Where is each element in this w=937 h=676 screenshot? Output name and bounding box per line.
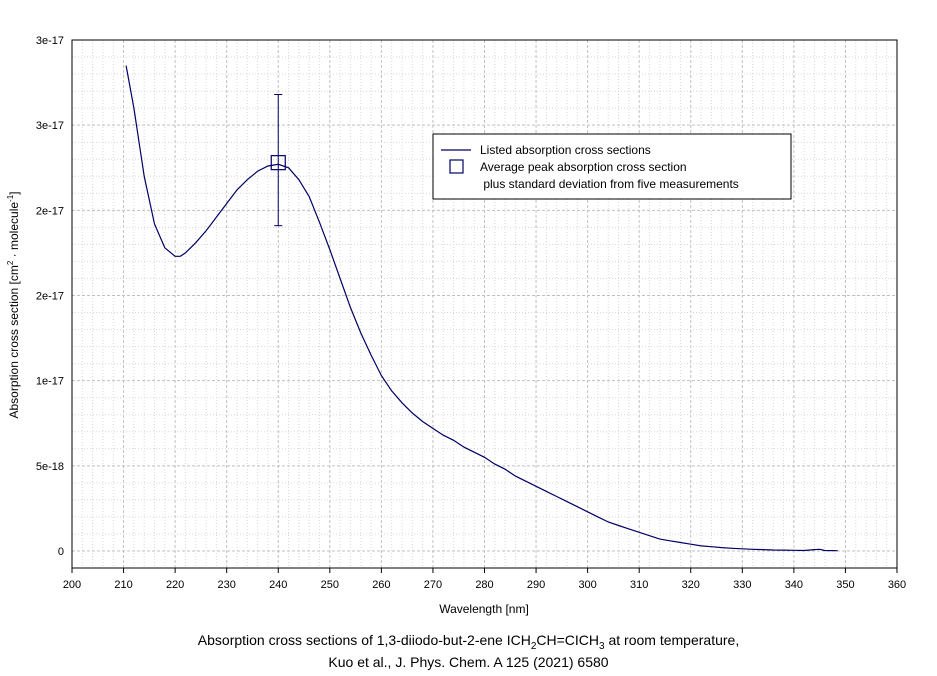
x-tick-label: 200 [63, 579, 81, 591]
caption-line-1: Absorption cross sections of 1,3-diiodo-… [0, 632, 937, 652]
caption-sub-2: 3 [599, 640, 605, 652]
x-tick-label: 340 [785, 579, 803, 591]
peak-errorbar [270, 94, 286, 227]
caption-text-c: at room temperature, [604, 632, 740, 648]
y-tick-label: 1e-17 [36, 376, 64, 388]
x-tick-label: 210 [114, 579, 132, 591]
y-axis-label-sup2: -1 [6, 194, 15, 202]
x-tick-label: 320 [682, 579, 700, 591]
y-axis: 0 5e-18 1e-17 2e-17 2e-17 3e-17 3e-17 [36, 35, 64, 558]
y-tick-label: 5e-18 [36, 461, 64, 473]
x-tick-label: 230 [218, 579, 236, 591]
x-tick-label: 350 [836, 579, 854, 591]
legend-square-marker [449, 159, 464, 174]
legend-box [432, 133, 792, 200]
grid [71, 39, 898, 569]
peak-square-marker [270, 155, 286, 171]
y-axis-label-sup1: 2 [6, 260, 15, 265]
caption-sub-1: 2 [530, 640, 537, 652]
y-tick-label: 3e-17 [36, 35, 64, 47]
legend: Listed absorption cross sections Average… [432, 133, 792, 200]
x-tick-label: 280 [475, 579, 493, 591]
y-tick-label: 3e-17 [36, 120, 64, 132]
y-tick-label: 2e-17 [36, 291, 64, 303]
y-axis-label: Absorption cross section [cm2 · molecule… [6, 191, 21, 418]
y-tick-label: 0 [58, 546, 64, 558]
x-tick-label: 310 [630, 579, 648, 591]
x-tick-label: 220 [166, 579, 184, 591]
x-tick-label: 260 [372, 579, 390, 591]
legend-label-marker-1: Average peak absorption cross section [480, 160, 687, 174]
caption-line-2: Kuo et al., J. Phys. Chem. A 125 (2021) … [328, 654, 609, 670]
x-axis-label: Wavelength [nm] [439, 602, 529, 616]
x-tick-label: 330 [733, 579, 751, 591]
y-axis-label-mid: · molecule [7, 202, 21, 261]
x-axis: 200 210 220 230 240 250 260 270 280 290 300 310 320 3… [63, 568, 906, 591]
x-tick-label: 360 [888, 579, 906, 591]
x-tick-label: 240 [269, 579, 287, 591]
y-axis-label-end: ] [7, 191, 21, 194]
legend-label-line: Listed absorption cross sections [480, 143, 651, 157]
x-tick-label: 270 [424, 579, 442, 591]
legend-label-marker-2: plus standard deviation from five measur… [480, 177, 739, 191]
y-axis-label-main: Absorption cross section [cm [7, 265, 21, 418]
x-tick-label: 300 [578, 579, 596, 591]
y-tick-label: 2e-17 [36, 205, 64, 217]
caption-text-b: CH=CICH [536, 632, 600, 648]
x-tick-label: 250 [321, 579, 339, 591]
series-line-listed-cross-sections [125, 65, 838, 552]
x-tick-label: 290 [527, 579, 545, 591]
caption-text-a: Absorption cross sections of 1,3-diiodo-… [197, 632, 531, 648]
